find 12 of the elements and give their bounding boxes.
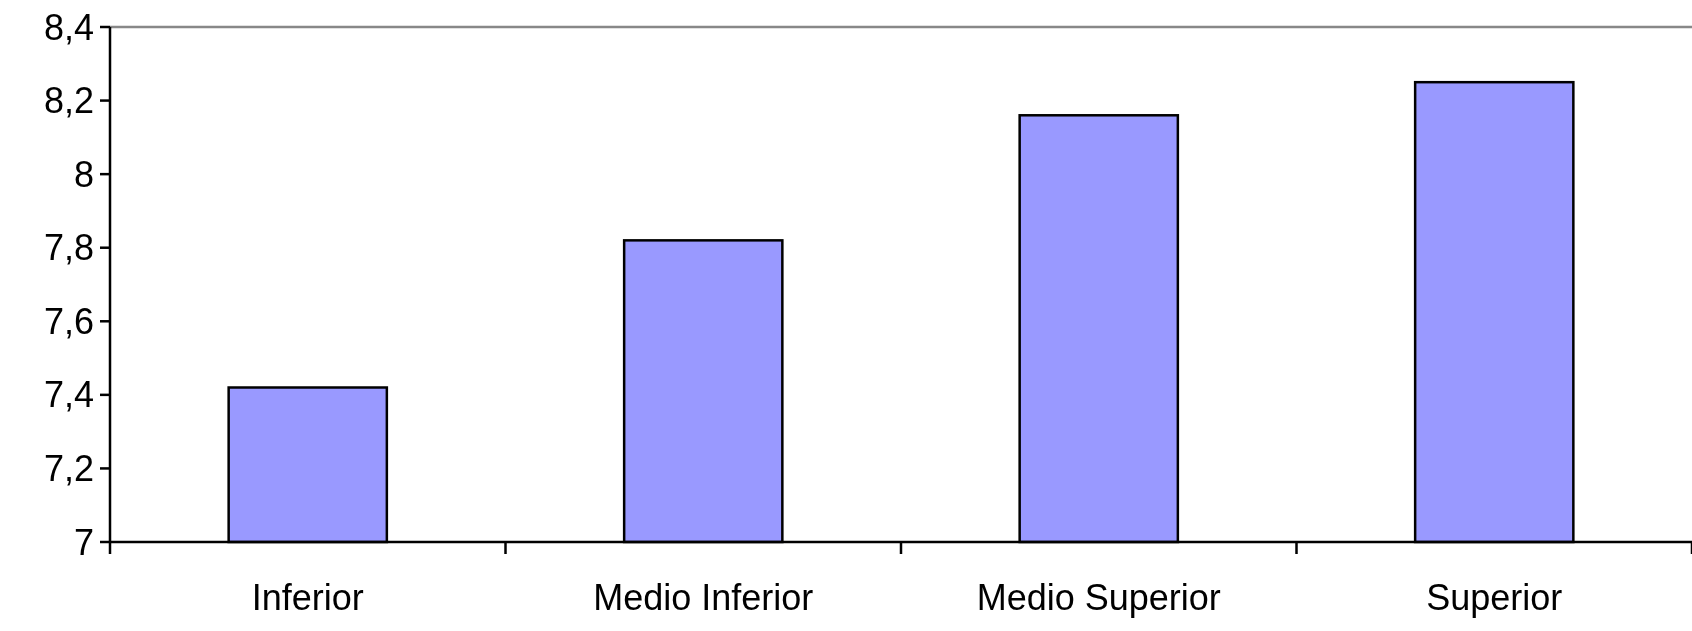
y-tick-label: 7: [73, 521, 94, 563]
y-tick-label: 7,6: [43, 300, 94, 342]
y-tick-label: 8,4: [43, 6, 94, 48]
y-tick-label: 8,2: [43, 80, 94, 122]
y-tick-label: 8: [73, 153, 94, 195]
y-tick-label: 7,8: [43, 227, 94, 269]
y-tick-label: 7,2: [43, 448, 94, 490]
x-tick-label: Medio Inferior: [593, 577, 814, 618]
x-tick-label: Medio Superior: [976, 577, 1221, 618]
x-tick-label: Superior: [1426, 577, 1563, 618]
x-tick-label: Inferior: [251, 577, 364, 618]
y-tick-label: 7,4: [43, 374, 94, 416]
